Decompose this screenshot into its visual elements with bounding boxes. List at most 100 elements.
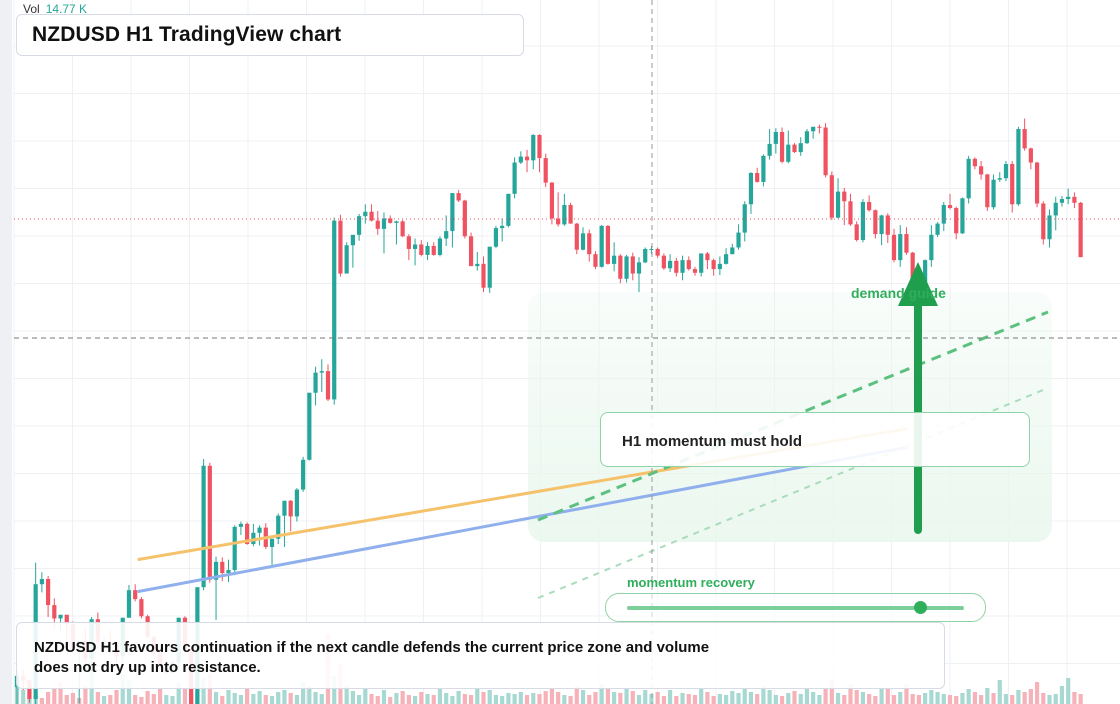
candle — [276, 513, 281, 544]
volume-bar — [997, 680, 1002, 704]
candle — [618, 254, 623, 284]
momentum-slider-label: momentum recovery — [627, 575, 755, 590]
candle — [512, 157, 517, 199]
volume-bar — [375, 696, 380, 704]
volume-bar — [674, 696, 679, 704]
candle — [736, 224, 741, 250]
volume-bar — [220, 696, 225, 704]
candle — [394, 220, 399, 245]
volume-bar — [468, 695, 474, 704]
candle — [935, 222, 940, 238]
volume-bar — [70, 693, 76, 704]
candle — [636, 257, 642, 293]
volume-bar — [829, 680, 834, 704]
volume-bar — [929, 690, 934, 704]
candle — [966, 155, 971, 204]
volume-bar — [307, 686, 312, 704]
volume-bar — [898, 692, 903, 704]
volume-bar — [730, 691, 735, 704]
volume-bar — [332, 676, 337, 704]
slider-track[interactable] — [627, 606, 964, 610]
candle — [767, 129, 772, 160]
candle — [388, 215, 393, 224]
candle — [686, 256, 691, 271]
candle — [288, 500, 293, 532]
volume-bar — [350, 691, 355, 704]
volume-bar — [182, 689, 188, 704]
volume-bar — [761, 686, 766, 704]
candle — [450, 193, 455, 248]
candle — [991, 174, 996, 210]
volume-bar — [506, 693, 511, 704]
candle — [294, 488, 299, 522]
volume-bar — [873, 696, 878, 704]
volume-bar — [425, 694, 430, 704]
volume-bar — [288, 693, 293, 704]
volume-bar — [649, 694, 654, 704]
candle — [1041, 201, 1046, 245]
volume-bar — [369, 694, 374, 704]
candle — [506, 193, 511, 228]
volume-bar — [543, 691, 548, 704]
candle — [207, 462, 212, 583]
volume-bar — [95, 692, 100, 704]
candle — [786, 130, 791, 164]
candle — [375, 210, 380, 235]
candle — [630, 252, 635, 281]
candle — [972, 157, 977, 170]
volume-bar — [755, 694, 760, 704]
candle — [481, 256, 486, 293]
volume-bar — [157, 687, 163, 704]
volume-bar — [282, 690, 287, 704]
chart-title: NZDUSD H1 TradingView chart — [32, 23, 342, 46]
candle — [400, 219, 405, 238]
volume-bar — [792, 691, 797, 704]
candle — [213, 556, 219, 620]
candle — [867, 195, 872, 212]
candle — [344, 242, 349, 274]
candle — [568, 202, 573, 224]
momentum-slider[interactable] — [605, 593, 986, 622]
candle — [325, 364, 331, 401]
momentum-note-box[interactable]: H1 momentum must hold — [600, 412, 1030, 467]
volume-bar — [549, 689, 555, 704]
volume-bar — [798, 694, 803, 704]
candle — [674, 257, 679, 277]
candle — [39, 572, 44, 593]
volume-bars — [14, 634, 1083, 704]
volume-bar — [1003, 694, 1009, 704]
candle — [817, 124, 822, 134]
volume-bar — [680, 693, 685, 704]
volume-bar — [580, 690, 586, 704]
volume-bar — [786, 693, 791, 704]
candle — [848, 193, 853, 226]
candle — [543, 153, 548, 188]
volume-bar — [381, 690, 387, 704]
volume-bar — [699, 689, 704, 704]
volume-bar — [773, 695, 778, 704]
volume-bar — [954, 696, 959, 704]
volume-bar — [624, 688, 629, 704]
candle — [226, 559, 231, 582]
volume-bar — [213, 692, 219, 704]
volume-bar — [848, 684, 853, 704]
candle — [201, 459, 206, 591]
candle — [444, 215, 449, 246]
candle — [1010, 161, 1015, 213]
volume-bar — [1072, 692, 1077, 704]
candle — [761, 154, 766, 187]
candle — [605, 225, 610, 265]
volume-bar — [767, 690, 772, 704]
volume-bar — [736, 693, 741, 704]
caption-box: NZDUSD H1 favours continuation if the ne… — [16, 622, 945, 689]
volume-bar — [587, 695, 592, 704]
volume-bar — [630, 691, 635, 704]
candle — [462, 199, 467, 239]
volume-bar — [891, 695, 897, 704]
volume-bar — [39, 698, 44, 704]
volume-bar — [481, 692, 486, 704]
volume-bar — [294, 695, 299, 704]
slider-thumb[interactable] — [914, 601, 928, 614]
volume-bar — [960, 693, 965, 704]
volume-bar — [83, 686, 88, 704]
